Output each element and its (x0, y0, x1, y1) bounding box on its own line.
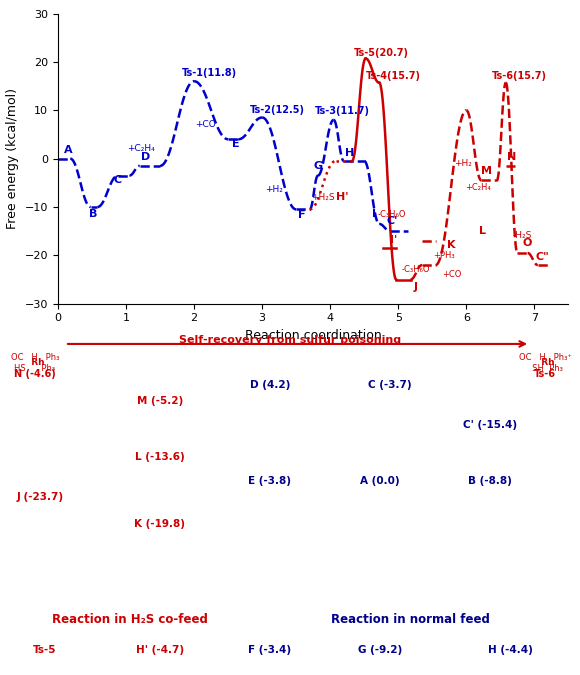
Text: -C₃H₆O: -C₃H₆O (402, 265, 430, 274)
Text: E: E (231, 138, 239, 148)
Text: H (-4.4): H (-4.4) (488, 645, 532, 655)
Text: Ts-6(15.7): Ts-6(15.7) (492, 71, 547, 81)
Text: F (-3.4): F (-3.4) (248, 645, 292, 655)
Text: Rh: Rh (25, 358, 45, 367)
Text: +CO: +CO (195, 120, 216, 129)
Text: +C₂H₄: +C₂H₄ (128, 144, 155, 153)
Text: Ts-2(12.5): Ts-2(12.5) (250, 105, 305, 115)
Text: OC   H   Ph₃: OC H Ph₃ (11, 353, 59, 362)
Text: OC   H   Ph₃⁺: OC H Ph₃⁺ (519, 353, 571, 362)
Text: -C₃H₆O: -C₃H₆O (378, 210, 407, 219)
Text: K: K (447, 240, 456, 250)
Text: A: A (63, 145, 72, 155)
Text: Ts-5: Ts-5 (33, 645, 57, 655)
Text: H: H (345, 148, 354, 158)
Y-axis label: Free energy (kcal/mol): Free energy (kcal/mol) (6, 88, 19, 229)
Text: C": C" (536, 252, 549, 262)
Text: Ts-5(20.7): Ts-5(20.7) (354, 48, 409, 58)
Text: Reaction in normal feed: Reaction in normal feed (331, 613, 490, 626)
Text: J (-23.7): J (-23.7) (16, 491, 64, 502)
Text: O: O (522, 238, 531, 248)
Text: K (-19.8): K (-19.8) (135, 520, 186, 529)
Text: I: I (372, 209, 376, 219)
Text: +PH₃: +PH₃ (434, 251, 455, 260)
Text: +CO: +CO (443, 270, 462, 279)
Text: +H₂: +H₂ (266, 186, 284, 194)
Text: SH  Ph₃: SH Ph₃ (527, 364, 563, 373)
Text: B: B (89, 209, 97, 219)
Text: D (4.2): D (4.2) (250, 380, 290, 390)
Text: -H₂S: -H₂S (513, 232, 532, 240)
Text: +C₂H₄: +C₂H₄ (465, 183, 491, 192)
Text: D: D (141, 152, 150, 162)
Text: M: M (481, 166, 492, 176)
X-axis label: Reaction coordination: Reaction coordination (245, 329, 382, 342)
Text: Ts-1(11.8): Ts-1(11.8) (182, 68, 237, 78)
Text: Ts-6: Ts-6 (534, 369, 556, 379)
Text: Reaction in H₂S co-feed: Reaction in H₂S co-feed (52, 613, 208, 626)
Text: L (-13.6): L (-13.6) (135, 452, 185, 462)
Text: M (-5.2): M (-5.2) (137, 396, 183, 406)
Text: +H₂: +H₂ (454, 159, 472, 168)
Text: N (-4.6): N (-4.6) (14, 369, 56, 379)
Text: G (-9.2): G (-9.2) (358, 645, 402, 655)
Text: C': C' (386, 216, 397, 226)
Text: A (0.0): A (0.0) (360, 476, 400, 485)
Text: +H₂S: +H₂S (311, 193, 335, 202)
Text: Ts-4(15.7): Ts-4(15.7) (365, 71, 420, 81)
Text: N: N (507, 152, 516, 161)
Text: C (-3.7): C (-3.7) (368, 380, 412, 390)
Text: C: C (114, 175, 122, 185)
Text: I': I' (390, 236, 397, 245)
Text: G: G (313, 161, 322, 171)
Text: E (-3.8): E (-3.8) (248, 476, 292, 485)
Text: HS      Ph₃: HS Ph₃ (14, 364, 56, 373)
Text: F: F (298, 210, 305, 219)
Text: Ts-3(11.7): Ts-3(11.7) (316, 106, 370, 116)
Text: Self-recovery from sulfur poisoning: Self-recovery from sulfur poisoning (179, 335, 401, 345)
Text: J: J (413, 282, 417, 292)
Text: B (-8.8): B (-8.8) (468, 476, 512, 485)
Text: H': H' (336, 192, 348, 202)
Text: C' (-15.4): C' (-15.4) (463, 420, 517, 430)
Text: H' (-4.7): H' (-4.7) (136, 645, 184, 655)
Text: L: L (478, 225, 485, 236)
Text: Rh: Rh (535, 358, 555, 367)
